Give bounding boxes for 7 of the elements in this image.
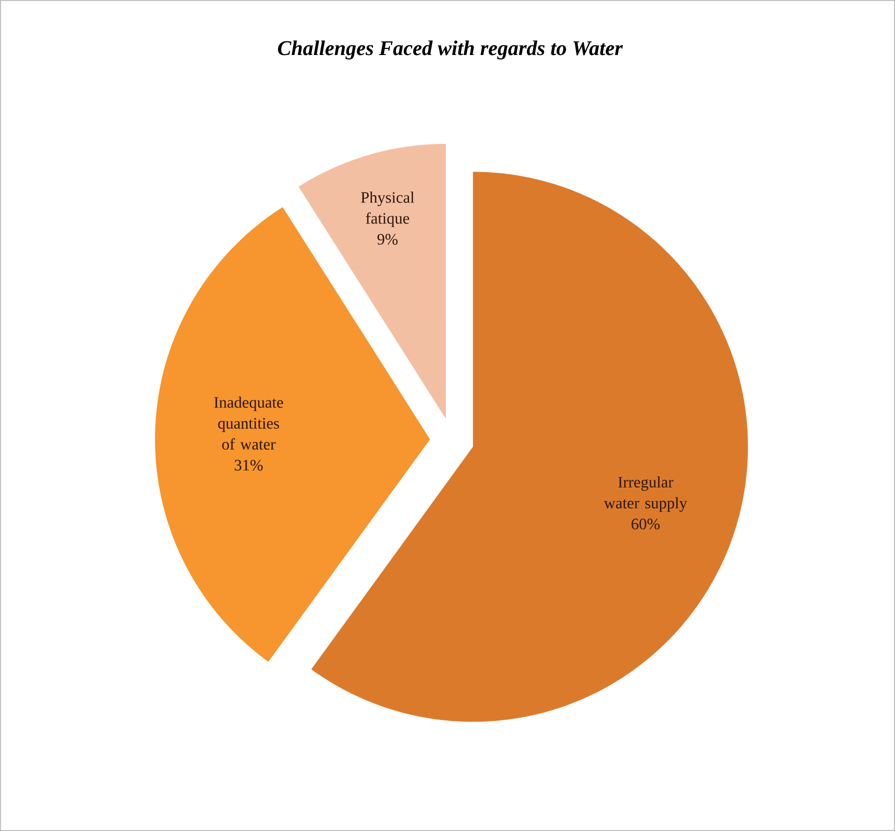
data-label: 31% (234, 460, 263, 471)
slice-label: Physical fatique (361, 192, 414, 227)
data-label: 60% (632, 518, 660, 530)
data-label: 9% (377, 234, 398, 245)
chart-title: Challenges Faced with regards to Water (278, 40, 623, 60)
slice-label: Irregular water supply (604, 476, 688, 512)
slice-label: Inadequate quantities of water (214, 396, 284, 450)
